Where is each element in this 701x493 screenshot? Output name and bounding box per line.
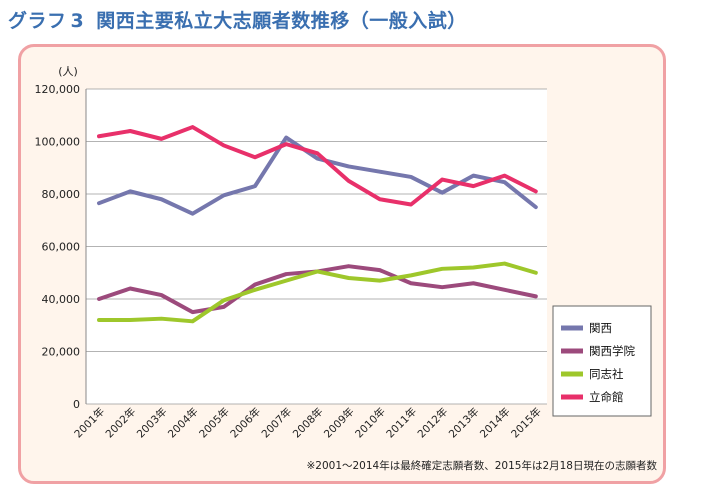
y-tick-label: 60,000 [42, 241, 81, 254]
heading-number: 3 [70, 10, 85, 32]
x-tick-label: 2004年 [165, 405, 201, 441]
series-lines [97, 125, 538, 324]
x-tick-label: 2013年 [446, 405, 482, 441]
y-tick-label: 0 [73, 398, 80, 411]
y-tick-label: 80,000 [42, 188, 81, 201]
y-tick-label: 20,000 [42, 346, 81, 359]
x-tick-label: 2007年 [259, 405, 295, 441]
x-tick-label: 2015年 [508, 405, 544, 441]
x-tick-label: 2008年 [290, 405, 326, 441]
x-tick-label: 2005年 [196, 405, 232, 441]
x-tick-label: 2010年 [352, 405, 388, 441]
legend-label: 関西学院 [589, 344, 635, 358]
chart-heading: グラフ 3 関西主要私立大志願者数推移（一般入試） [8, 6, 467, 33]
legend-label: 立命館 [589, 390, 624, 404]
y-tick-label: 120,000 [35, 83, 81, 96]
series-line [97, 125, 538, 207]
x-tick-label: 2009年 [321, 405, 357, 441]
x-tick-label: 2002年 [103, 405, 139, 441]
x-tick-label: 2012年 [415, 405, 451, 441]
x-tick-label: 2003年 [134, 405, 170, 441]
grid [86, 88, 547, 405]
legend-label: 同志社 [589, 367, 624, 381]
heading-title: 関西主要私立大志願者数推移（一般入試） [96, 10, 467, 32]
series-line [97, 261, 538, 324]
x-tick-label: 2014年 [477, 405, 513, 441]
footnote: ※2001～2014年は最終確定志願者数、2015年は2月18日現在の志願者数 [306, 460, 657, 472]
x-tick-label: 2011年 [384, 405, 420, 441]
heading-label: グラフ [8, 10, 67, 32]
y-tick-label: 40,000 [42, 293, 81, 306]
series-line [97, 135, 538, 216]
y-tick-label: 100,000 [35, 136, 81, 149]
x-tick-label: 2006年 [228, 405, 264, 441]
legend-label: 関西 [589, 321, 612, 335]
y-axis-label: (人) [58, 65, 78, 78]
